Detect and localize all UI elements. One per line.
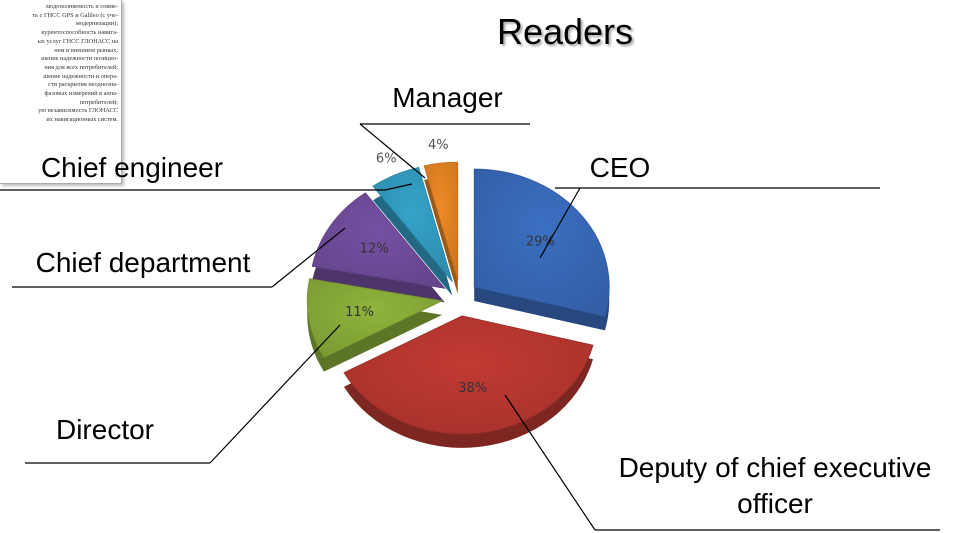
value-label: 4% xyxy=(428,138,449,153)
leader-line xyxy=(271,227,346,288)
document-line: ния для всех потребителей; xyxy=(44,63,118,71)
category-label: Chief department xyxy=(35,247,251,278)
category-label: CEO xyxy=(589,152,651,183)
category-label: Chief engineer xyxy=(40,152,224,183)
document-line: курентоспособность навига- xyxy=(41,29,118,37)
value-label: 12% xyxy=(360,242,389,257)
pie-slice xyxy=(343,315,594,435)
leader-line xyxy=(504,394,596,531)
page-number: 7 xyxy=(115,173,118,180)
document-thumbnail: модополняемость и совме-ть с ГНСС GPS и … xyxy=(0,0,122,184)
document-line: их навигационных систем. xyxy=(46,116,118,124)
leader-line xyxy=(384,183,413,191)
document-line: ую независимость ГЛОНАСС xyxy=(38,107,118,115)
document-line: фазовых измерений в аппа- xyxy=(44,90,118,98)
leader-line xyxy=(359,123,426,179)
pie-slice xyxy=(423,161,459,281)
chart-title: Readers xyxy=(496,11,634,52)
value-label: 6% xyxy=(376,151,397,166)
document-line: модополняемость и совме- xyxy=(46,3,118,10)
value-label: 29% xyxy=(526,235,555,250)
pie-slice xyxy=(311,192,446,289)
pie-slice xyxy=(372,166,453,282)
pie-slice xyxy=(473,168,610,317)
leader-line xyxy=(539,187,581,259)
category-label: Director xyxy=(55,414,154,445)
document-line: нем и внешнем рынках; xyxy=(54,46,118,54)
leader-line xyxy=(209,324,341,464)
category-label: Deputy of chief executive officer xyxy=(618,452,932,519)
value-label: 38% xyxy=(458,381,487,396)
value-label: 11% xyxy=(345,305,374,320)
document-line: шение надежности позицио- xyxy=(41,55,118,63)
document-line: сти раскрытия неоднозна- xyxy=(48,81,118,89)
document-line: потребителей; xyxy=(79,98,118,106)
document-line: ть с ГНСС GPS и Galileo (с уче- xyxy=(32,11,118,19)
category-label: Manager xyxy=(392,82,503,113)
document-line: ых услуг ГНСС ГЛОНАСС на xyxy=(37,37,118,45)
document-line: модернизации); xyxy=(75,20,118,28)
pie-slice xyxy=(306,278,444,359)
document-line: шение надежности и опера- xyxy=(43,72,118,80)
